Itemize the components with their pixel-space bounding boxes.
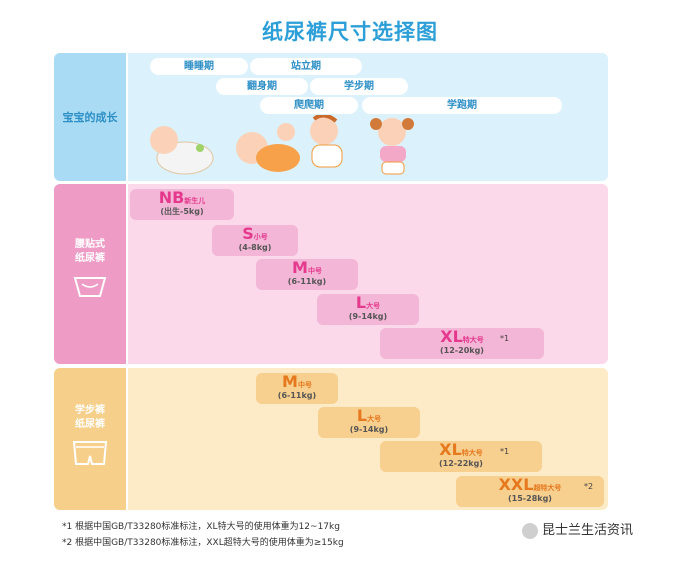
pull-label-line2: 纸尿裤 xyxy=(75,419,105,430)
pull-xl-note: *1 xyxy=(500,447,510,456)
pull-pants-icon xyxy=(72,441,108,465)
stage-pill-sleep: 睡睡期 xyxy=(150,58,248,75)
pull-size-xxl: XXL超特大号 (15-28kg) xyxy=(456,476,604,507)
wechat-icon xyxy=(522,522,538,539)
stage-pill-walk: 学步期 xyxy=(310,78,408,95)
baby-running-illustration xyxy=(370,118,414,175)
tape-size-nb: NB新生儿 (出生-5kg) xyxy=(130,189,234,220)
pull-size-l: L大号 (9-14kg) xyxy=(318,407,420,438)
tape-label-panel xyxy=(54,184,126,364)
baby-crawling-illustration xyxy=(310,115,343,168)
tape-label-line1: 腰贴式 xyxy=(75,239,105,250)
footnote-2: *2 根据中国GB/T33280标准标注，XXL超特大号的使用体重为≥15kg xyxy=(62,538,344,548)
tape-size-m: M中号 (6-11kg) xyxy=(256,259,358,290)
pull-xxl-note: *2 xyxy=(584,482,594,491)
growth-label: 宝宝的成长 xyxy=(62,111,118,124)
pull-label-line1: 学步裤 xyxy=(75,405,105,416)
tape-diaper-icon xyxy=(73,277,107,297)
pull-label-panel xyxy=(54,368,126,510)
watermark-text: 昆士兰生活资讯 xyxy=(542,523,634,538)
stage-pill-run: 学跑期 xyxy=(362,97,562,114)
tape-label-line2: 纸尿裤 xyxy=(75,253,105,264)
pull-size-xl: XL特大号 (12-22kg) xyxy=(380,441,542,472)
tape-xl-note: *1 xyxy=(500,334,510,343)
stage-pill-stand: 站立期 xyxy=(250,58,362,75)
growth-label-panel xyxy=(54,53,126,181)
tape-size-xl: XL特大号 (12-20kg) xyxy=(380,328,544,359)
pull-size-m: M中号 (6-11kg) xyxy=(256,373,338,404)
page-title: 纸尿裤尺寸选择图 xyxy=(262,20,438,44)
tape-size-l: L大号 (9-14kg) xyxy=(317,294,419,325)
baby-sleeping-illustration xyxy=(150,126,214,175)
baby-rolling-illustration xyxy=(236,123,300,172)
tape-size-s: S小号 (4-8kg) xyxy=(212,225,298,256)
stage-pill-roll: 翻身期 xyxy=(216,78,308,95)
stage-pill-crawl: 爬爬期 xyxy=(260,97,358,114)
footnote-1: *1 根据中国GB/T33280标准标注，XL特大号的使用体重为12~17kg xyxy=(62,522,340,532)
watermark: 昆士兰生活资讯 xyxy=(522,519,633,539)
